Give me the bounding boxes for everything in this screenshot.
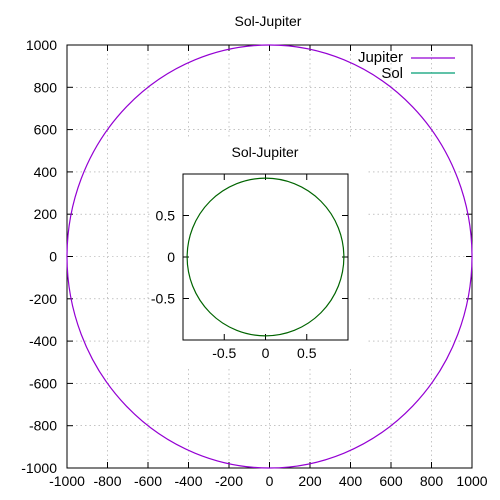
x-tick-label: 400 <box>339 473 363 489</box>
x-tick-label: 1000 <box>456 473 487 489</box>
y-tick-label: 800 <box>34 79 58 95</box>
x-tick-label: -200 <box>215 473 243 489</box>
y-tick-label: -600 <box>29 375 57 391</box>
inset-series <box>186 177 345 337</box>
y-tick-label: -1000 <box>21 460 57 476</box>
x-tick-label: 800 <box>420 473 444 489</box>
main-ticks: -1000 -800 -600 -400 -200 0 200 400 600 800 1000 -1… <box>21 37 488 489</box>
inset-x-tick-label: 0 <box>262 345 270 361</box>
main-chart-title: Sol-Jupiter <box>235 13 302 29</box>
x-tick-label: 0 <box>266 473 274 489</box>
y-tick-label: 600 <box>34 122 58 138</box>
series-jupiter-orbit <box>66 44 473 469</box>
y-tick-label: 1000 <box>26 37 57 53</box>
x-tick-label: 600 <box>379 473 403 489</box>
x-tick-label: -1000 <box>49 473 85 489</box>
x-tick-label: -400 <box>174 473 202 489</box>
inset-ticks: -0.5 0 0.5 -0.5 0 0.5 <box>151 174 348 361</box>
inset-x-tick-label: 0.5 <box>297 345 317 361</box>
inset-plot: Sol-Jupiter -0.5 0 0.5 -0.5 0 0.5 <box>150 138 368 368</box>
legend: Jupiter Sol <box>358 49 455 82</box>
y-tick-label: -800 <box>29 418 57 434</box>
y-tick-label: 200 <box>34 206 58 222</box>
inset-series-orbit <box>186 177 345 337</box>
inset-plot-frame <box>182 173 349 341</box>
main-plot: Sol-Jupiter -1000 -800 -600 -400 -200 0 200 400… <box>21 13 488 489</box>
main-grid <box>67 45 472 468</box>
x-tick-label: -600 <box>134 473 162 489</box>
inset-x-tick-label: -0.5 <box>212 345 236 361</box>
inset-y-tick-label: -0.5 <box>151 291 175 307</box>
inset-chart-title: Sol-Jupiter <box>232 144 299 160</box>
y-tick-label: 0 <box>49 249 57 265</box>
y-tick-label: -200 <box>29 291 57 307</box>
legend-entry-sol-label: Sol <box>381 65 403 82</box>
inset-y-tick-label: 0 <box>167 249 175 265</box>
legend-entry-jupiter-label: Jupiter <box>358 49 403 66</box>
y-tick-label: -400 <box>29 333 57 349</box>
x-tick-label: -800 <box>93 473 121 489</box>
x-tick-label: 200 <box>298 473 322 489</box>
y-tick-label: 400 <box>34 164 58 180</box>
inset-y-tick-label: 0.5 <box>156 208 176 224</box>
